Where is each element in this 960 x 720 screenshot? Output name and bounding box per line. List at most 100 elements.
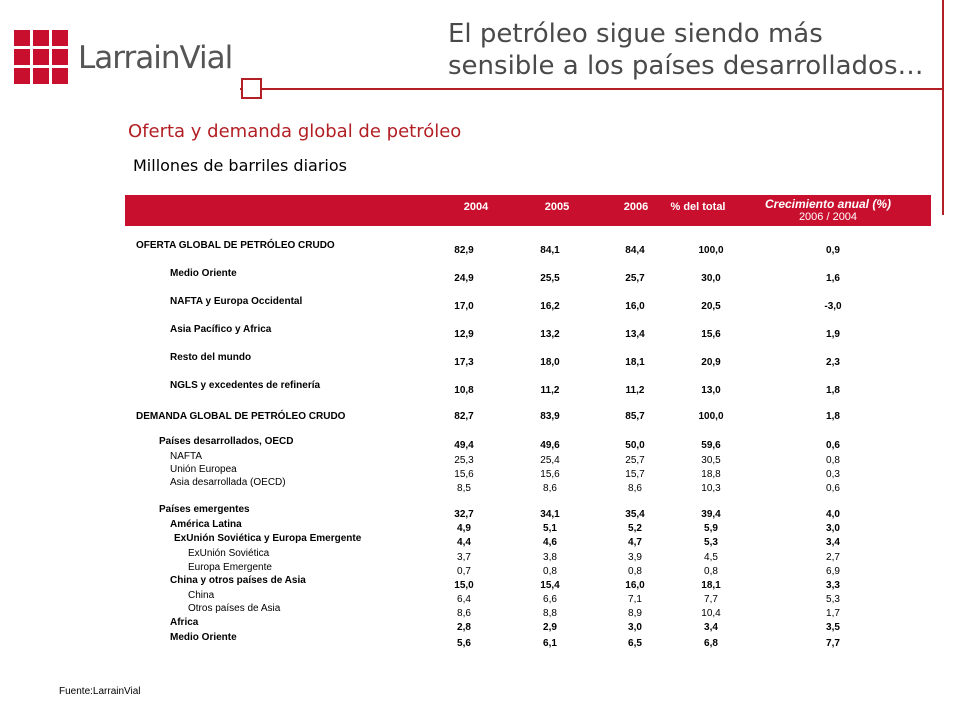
cell: 84,4 [625,245,645,256]
cell: 8,6 [628,483,642,494]
row-label: Asia desarrollada (OECD) [170,477,286,488]
cell: 13,4 [625,329,645,340]
cell: 1,8 [826,411,840,422]
cell: 0,6 [826,440,840,451]
cell: 6,5 [628,638,642,649]
cell: 25,5 [540,273,560,284]
cell: 2,3 [826,357,840,368]
row-label: China y otros países de Asia [170,575,306,586]
cell: 18,8 [701,469,721,480]
cell: 1,6 [826,273,840,284]
row-label: Asia Pacífico y Africa [170,324,272,335]
cell: 10,3 [701,483,721,494]
logo-grid-icon [14,30,70,86]
cell: 5,6 [457,638,471,649]
units-label: Millones de barriles diarios [133,156,347,175]
cell: 8,9 [628,608,642,619]
cell: 11,2 [540,385,560,396]
header-2004: 2004 [463,201,489,213]
cell: 17,3 [454,357,474,368]
cell: 3,3 [826,580,840,591]
cell: 0,8 [543,566,557,577]
cell: 6,4 [457,594,471,605]
cell: 20,5 [701,301,721,312]
cell: 3,9 [628,552,642,563]
cell: 82,9 [454,245,474,256]
logo-text: LarrainVial [78,40,233,76]
row-label: Otros países de Asia [188,603,281,614]
cell: 100,0 [698,411,724,422]
cell: 18,1 [625,357,645,368]
row-label: América Latina [170,519,242,530]
cell: 4,6 [543,537,557,548]
page-title-line-1: El petróleo sigue siendo más [448,19,823,49]
cell: 0,7 [457,566,471,577]
row-label: China [188,590,215,601]
header-pct-total: % del total [670,201,726,213]
cell: 83,9 [540,411,560,422]
cell: 35,4 [625,509,645,520]
row-label: Resto del mundo [170,352,252,363]
right-divider [942,0,944,215]
cell: 25,7 [625,273,645,284]
cell: 3,0 [628,622,642,633]
cell: 18,1 [701,580,721,591]
cell: 15,7 [625,469,645,480]
cell: 59,6 [701,440,721,451]
cell: 18,0 [540,357,560,368]
cell: 17,0 [454,301,474,312]
cell: 15,0 [454,580,474,591]
cell: 3,5 [826,622,840,633]
cell: 4,9 [457,523,471,534]
cell: 25,3 [454,455,474,466]
cell: 0,8 [704,566,718,577]
cell: 16,0 [625,580,645,591]
cell: 25,7 [625,455,645,466]
cell: 5,3 [826,594,840,605]
header-growth: Crecimiento anual (%) 2006 / 2004 [738,197,918,223]
cell: 0,3 [826,469,840,480]
cell: 2,7 [826,552,840,563]
cell: 34,1 [540,509,560,520]
cell: 10,4 [701,608,721,619]
row-label: Unión Europea [170,464,237,475]
cell: 30,0 [701,273,721,284]
cell: 11,2 [625,385,645,396]
title-divider [240,88,944,90]
cell: 7,1 [628,594,642,605]
cell: 3,7 [457,552,471,563]
cell: 50,0 [625,440,645,451]
cell: 1,8 [826,385,840,396]
cell: 0,6 [826,483,840,494]
source-note: Fuente:LarrainVial [59,686,141,697]
cell: 6,9 [826,566,840,577]
cell: 15,4 [540,580,560,591]
header-growth-period: 2006 / 2004 [798,211,858,223]
cell: 32,7 [454,509,474,520]
cell: 16,2 [540,301,560,312]
cell: 3,4 [704,622,718,633]
cell: 8,6 [543,483,557,494]
cell: 49,4 [454,440,474,451]
cell: 6,8 [704,638,718,649]
cell: 1,7 [826,608,840,619]
row-label: Africa [170,617,199,628]
cell: 82,7 [454,411,474,422]
cell: 15,6 [540,469,560,480]
cell: 3,4 [826,537,840,548]
cell: 5,2 [628,523,642,534]
cell: 0,8 [826,455,840,466]
cell: 24,9 [454,273,474,284]
corner-square-icon [241,78,262,99]
cell: 30,5 [701,455,721,466]
cell: 8,8 [543,608,557,619]
cell: 2,8 [457,622,471,633]
cell: 13,2 [540,329,560,340]
logo: LarrainVial [14,30,233,90]
header-2006: 2006 [623,201,649,213]
row-label: Medio Oriente [170,268,237,279]
cell: 3,0 [826,523,840,534]
row-label: Países desarrollados, OECD [159,436,294,447]
cell: 25,4 [540,455,560,466]
row-label: ExUnión Soviética [188,548,270,559]
